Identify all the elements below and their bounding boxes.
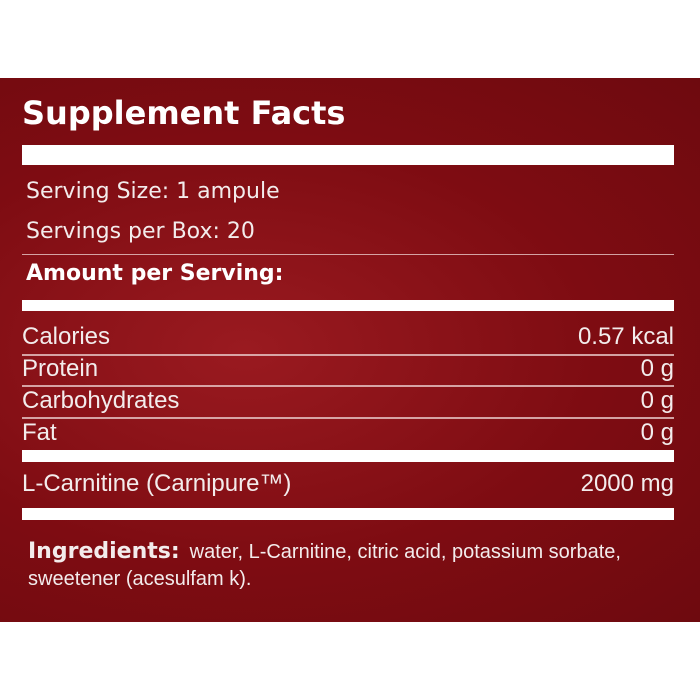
serving-size: Serving Size: 1 ampule — [26, 179, 280, 204]
nutrient-row: Fat 0 g — [22, 419, 674, 447]
supplement-facts-panel: Supplement Facts Serving Size: 1 ampule … — [0, 78, 700, 622]
amount-per-serving-header: Amount per Serving: — [26, 261, 284, 286]
serving-size-label: Serving Size: — [26, 179, 170, 204]
divider-medium — [22, 450, 674, 462]
nutrient-row: Protein 0 g — [22, 355, 674, 383]
divider-medium — [22, 508, 674, 520]
nutrient-name: Fat — [22, 419, 57, 446]
nutrient-value: 0 g — [640, 355, 674, 382]
divider-thick — [22, 145, 674, 165]
divider-thin — [22, 254, 674, 255]
active-ingredient-name: L-Carnitine (Carnipure™) — [22, 470, 292, 497]
panel-title: Supplement Facts — [22, 94, 346, 132]
nutrient-value: 0 g — [640, 419, 674, 446]
active-ingredient-row: L-Carnitine (Carnipure™) 2000 mg — [22, 470, 674, 498]
ingredients-text: water, L-Carnitine, citric acid, potassi… — [28, 541, 621, 590]
active-ingredient-value: 2000 mg — [580, 470, 674, 497]
divider-medium — [22, 300, 674, 311]
nutrient-name: Carbohydrates — [22, 387, 180, 414]
serving-size-value: 1 ampule — [176, 179, 280, 204]
nutrient-value: 0 g — [640, 387, 674, 414]
nutrient-row: Calories 0.57 kcal — [22, 323, 674, 351]
nutrient-name: Protein — [22, 355, 99, 382]
servings-per-box-value: 20 — [226, 219, 255, 244]
nutrient-value: 0.57 kcal — [577, 323, 674, 350]
divider-thin — [22, 354, 674, 356]
divider-thin — [22, 417, 674, 419]
nutrient-name: Calories — [22, 323, 111, 350]
servings-per-box: Servings per Box: 20 — [26, 219, 255, 244]
ingredients-label: Ingredients: — [28, 539, 180, 564]
servings-per-box-label: Servings per Box: — [26, 219, 220, 244]
divider-thin — [22, 385, 674, 387]
ingredients: Ingredients: water, L-Carnitine, citric a… — [28, 538, 678, 593]
nutrient-row: Carbohydrates 0 g — [22, 387, 674, 415]
